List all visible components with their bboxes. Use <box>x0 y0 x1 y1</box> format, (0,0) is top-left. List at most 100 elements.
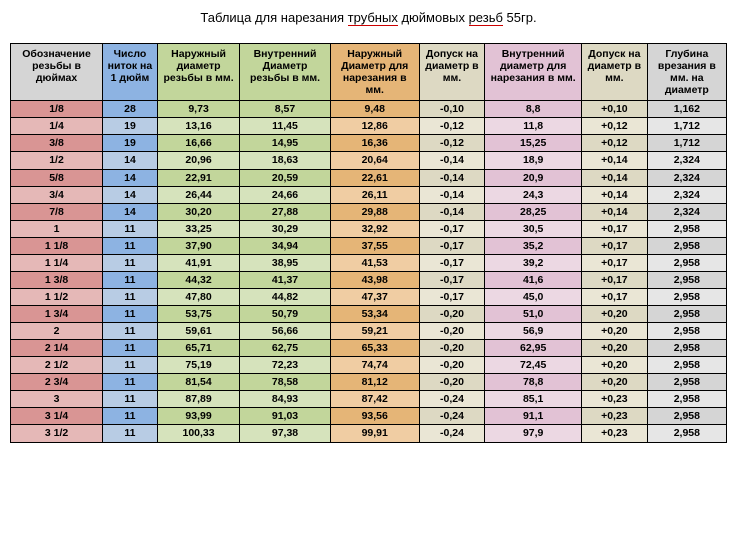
table-cell: +0,14 <box>582 152 648 169</box>
table-cell: 27,88 <box>240 203 331 220</box>
table-cell: 33,25 <box>157 220 239 237</box>
table-cell: -0,20 <box>419 306 485 323</box>
table-row: 11133,2530,2932,92-0,1730,5+0,172,958 <box>11 220 727 237</box>
table-cell: 8,57 <box>240 101 331 118</box>
col-header: Внутренний диаметр для нарезания в мм. <box>485 44 582 101</box>
table-cell: +0,14 <box>582 186 648 203</box>
table-row: 1 3/41153,7550,7953,34-0,2051,0+0,202,95… <box>11 306 727 323</box>
table-cell: +0,20 <box>582 306 648 323</box>
table-cell: +0,20 <box>582 323 648 340</box>
table-cell: 16,66 <box>157 135 239 152</box>
table-cell: 3/4 <box>11 186 103 203</box>
col-header: Допуск на диаметр в мм. <box>419 44 485 101</box>
table-cell: 81,12 <box>330 374 419 391</box>
table-header-row: Обозначение резьбы в дюймахЧисло ниток н… <box>11 44 727 101</box>
table-row: 3 1/211100,3397,3899,91-0,2497,9+0,232,9… <box>11 425 727 442</box>
table-cell: +0,17 <box>582 288 648 305</box>
table-cell: 56,9 <box>485 323 582 340</box>
table-cell: -0,14 <box>419 152 485 169</box>
table-cell: 87,42 <box>330 391 419 408</box>
table-cell: 2,958 <box>647 271 726 288</box>
table-cell: 29,88 <box>330 203 419 220</box>
table-cell: 22,61 <box>330 169 419 186</box>
table-cell: 16,36 <box>330 135 419 152</box>
table-cell: 11 <box>103 374 158 391</box>
table-cell: 47,80 <box>157 288 239 305</box>
table-row: 1 3/81144,3241,3743,98-0,1741,6+0,172,95… <box>11 271 727 288</box>
table-cell: 1 1/4 <box>11 254 103 271</box>
table-row: 21159,6156,6659,21-0,2056,9+0,202,958 <box>11 323 727 340</box>
table-cell: 65,33 <box>330 340 419 357</box>
table-cell: 1,712 <box>647 118 726 135</box>
table-cell: -0,17 <box>419 237 485 254</box>
table-cell: 1/2 <box>11 152 103 169</box>
table-cell: 97,38 <box>240 425 331 442</box>
table-cell: 1,712 <box>647 135 726 152</box>
table-row: 2 3/41181,5478,5881,12-0,2078,8+0,202,95… <box>11 374 727 391</box>
table-cell: 11 <box>103 254 158 271</box>
table-cell: 14 <box>103 186 158 203</box>
table-row: 5/81422,9120,5922,61-0,1420,9+0,142,324 <box>11 169 727 186</box>
table-cell: 45,0 <box>485 288 582 305</box>
table-cell: 22,91 <box>157 169 239 186</box>
table-cell: 20,9 <box>485 169 582 186</box>
table-cell: 30,20 <box>157 203 239 220</box>
table-cell: 2 <box>11 323 103 340</box>
table-cell: 2,958 <box>647 374 726 391</box>
col-header: Внутренний Диаметр резьбы в мм. <box>240 44 331 101</box>
table-cell: 44,82 <box>240 288 331 305</box>
col-header: Глубина врезания в мм. на диаметр <box>647 44 726 101</box>
title-u1: трубных <box>348 10 398 26</box>
table-cell: 84,93 <box>240 391 331 408</box>
table-cell: 93,99 <box>157 408 239 425</box>
table-cell: 78,58 <box>240 374 331 391</box>
table-cell: 26,11 <box>330 186 419 203</box>
table-cell: +0,20 <box>582 340 648 357</box>
table-cell: 1,162 <box>647 101 726 118</box>
title-mid: дюймовых <box>398 10 469 25</box>
table-cell: +0,12 <box>582 118 648 135</box>
table-cell: 18,63 <box>240 152 331 169</box>
table-cell: 20,59 <box>240 169 331 186</box>
table-cell: 3/8 <box>11 135 103 152</box>
table-cell: 34,94 <box>240 237 331 254</box>
table-cell: 59,61 <box>157 323 239 340</box>
table-cell: 2 3/4 <box>11 374 103 391</box>
table-cell: 28 <box>103 101 158 118</box>
page-title: Таблица для нарезания трубных дюймовых р… <box>10 10 727 25</box>
table-cell: 7/8 <box>11 203 103 220</box>
table-row: 3 1/41193,9991,0393,56-0,2491,1+0,232,95… <box>11 408 727 425</box>
table-cell: 2,324 <box>647 186 726 203</box>
table-cell: 32,92 <box>330 220 419 237</box>
table-cell: 8,8 <box>485 101 582 118</box>
table-row: 2 1/41165,7162,7565,33-0,2062,95+0,202,9… <box>11 340 727 357</box>
table-cell: 13,16 <box>157 118 239 135</box>
table-cell: 11,8 <box>485 118 582 135</box>
table-cell: -0,24 <box>419 425 485 442</box>
table-cell: 99,91 <box>330 425 419 442</box>
table-cell: +0,17 <box>582 220 648 237</box>
table-cell: 15,25 <box>485 135 582 152</box>
table-cell: -0,24 <box>419 408 485 425</box>
table-cell: 2,958 <box>647 288 726 305</box>
table-cell: 20,96 <box>157 152 239 169</box>
table-cell: 85,1 <box>485 391 582 408</box>
table-cell: 41,91 <box>157 254 239 271</box>
table-cell: 56,66 <box>240 323 331 340</box>
table-cell: 44,32 <box>157 271 239 288</box>
table-cell: +0,23 <box>582 408 648 425</box>
table-cell: 11 <box>103 306 158 323</box>
table-cell: 2,958 <box>647 340 726 357</box>
title-u2: резьб <box>469 10 503 26</box>
table-row: 3/81916,6614,9516,36-0,1215,25+0,121,712 <box>11 135 727 152</box>
table-row: 2 1/21175,1972,2374,74-0,2072,45+0,202,9… <box>11 357 727 374</box>
table-cell: 9,73 <box>157 101 239 118</box>
table-cell: -0,14 <box>419 186 485 203</box>
table-cell: 2,958 <box>647 323 726 340</box>
table-cell: +0,20 <box>582 357 648 374</box>
table-cell: 41,53 <box>330 254 419 271</box>
table-cell: 11 <box>103 425 158 442</box>
table-cell: 51,0 <box>485 306 582 323</box>
table-cell: -0,20 <box>419 357 485 374</box>
table-cell: 2,958 <box>647 425 726 442</box>
